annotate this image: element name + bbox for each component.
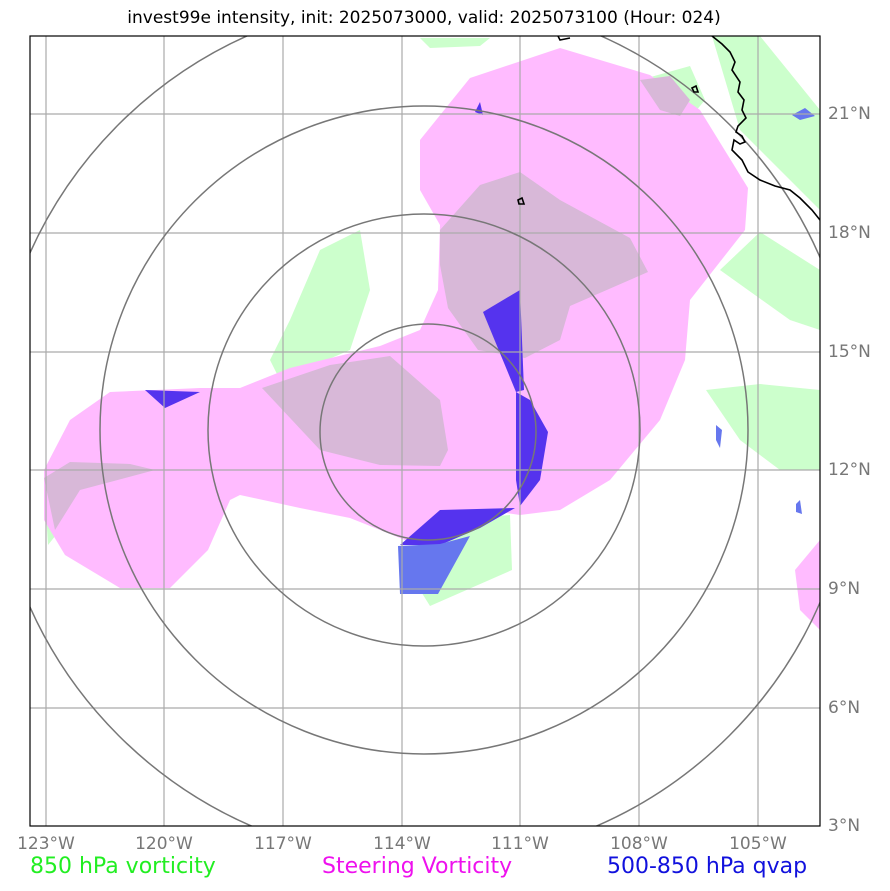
map-title: invest99e intensity, init: 2025073000, v…	[127, 8, 721, 28]
graticule	[30, 36, 820, 826]
range-rings	[30, 36, 820, 826]
lat-label-21n: 21°N	[828, 104, 871, 124]
legend-850-vorticity: 850 hPa vorticity	[30, 854, 216, 879]
lon-label-105w: 105°W	[729, 834, 787, 854]
lat-label-12n: 12°N	[828, 460, 871, 480]
lon-label-111w: 111°W	[491, 834, 549, 854]
lat-label-6n: 6°N	[828, 698, 861, 718]
coastline	[517, 36, 820, 221]
lat-label-3n: 3°N	[828, 816, 861, 836]
legend-steering-vorticity: Steering Vorticity	[322, 854, 513, 879]
lon-label-117w: 117°W	[254, 834, 312, 854]
lon-label-120w: 120°W	[135, 834, 193, 854]
lon-label-123w: 123°W	[17, 834, 75, 854]
legend-qvap: 500-850 hPa qvap	[607, 854, 808, 879]
lon-label-108w: 108°W	[610, 834, 668, 854]
lon-label-114w: 114°W	[373, 834, 431, 854]
lat-label-9n: 9°N	[828, 579, 861, 599]
steering-vorticity-layer	[44, 48, 820, 630]
map-frame	[29, 35, 821, 827]
lat-label-18n: 18°N	[828, 223, 871, 243]
lat-label-15n: 15°N	[828, 342, 871, 362]
